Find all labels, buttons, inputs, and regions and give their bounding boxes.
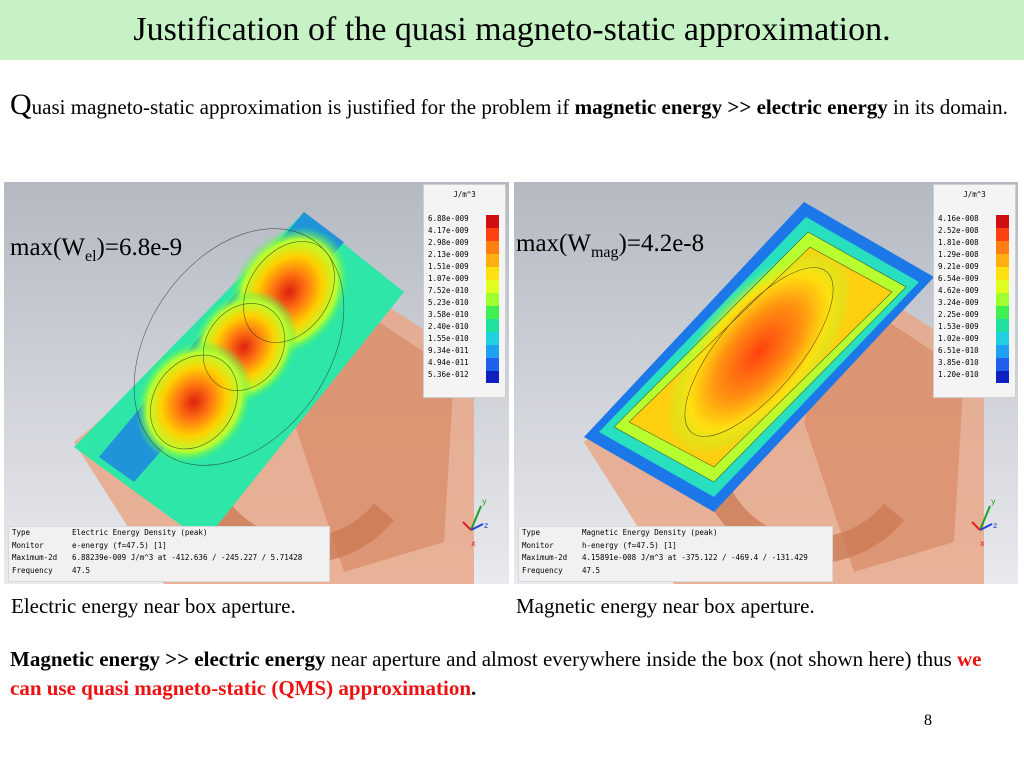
svg-text:y: y: [991, 497, 996, 506]
legend-tick: 2.52e-008: [938, 226, 979, 235]
conclusion-end: .: [471, 676, 477, 700]
conclusion-bold: Magnetic energy >> electric energy: [10, 647, 326, 671]
legend-tick: 4.16e-008: [938, 214, 979, 223]
magnetic-energy-plot: max(Wmag)=4.2e-8 J/m^3 4.16e-008 2.52e-0…: [514, 182, 1018, 584]
legend-tick: 1.51e-009: [428, 262, 469, 271]
svg-text:y: y: [482, 497, 487, 506]
conclusion-text: near aperture and almost everywhere insi…: [325, 647, 957, 671]
max-wmag-label: max(Wmag)=4.2e-8: [516, 230, 705, 261]
intro-bold: magnetic energy >> electric energy: [574, 95, 888, 119]
legend-tick: 4.94e-011: [428, 358, 469, 367]
legend-color-bar: [486, 215, 499, 383]
legend-tick: 7.52e-010: [428, 286, 469, 295]
svg-text:x: x: [471, 539, 476, 548]
legend-ticks: 6.88e-009 4.17e-009 2.98e-009 2.13e-009 …: [428, 213, 469, 381]
electric-color-legend: J/m^3 6.88e-009 4.17e-009 2.98e-009 2.13…: [423, 184, 506, 398]
legend-color-bar: [996, 215, 1009, 383]
intro-paragraph: Quasi magneto-static approximation is ju…: [10, 88, 1015, 124]
legend-tick: 3.24e-009: [938, 298, 979, 307]
svg-text:z: z: [993, 521, 997, 530]
svg-text:x: x: [980, 539, 985, 548]
electric-energy-plot: max(Wel)=6.8e-9 J/m^3 6.88e-009 4.17e-00…: [4, 182, 509, 584]
electric-caption: Electric energy near box aperture.: [11, 594, 296, 618]
legend-tick: 5.23e-010: [428, 298, 469, 307]
legend-tick: 9.21e-009: [938, 262, 979, 271]
magnetic-color-legend: J/m^3 4.16e-008 2.52e-008 1.81e-008 1.29…: [933, 184, 1016, 398]
legend-tick: 4.17e-009: [428, 226, 469, 235]
page-number: 8: [924, 712, 932, 729]
legend-tick: 1.81e-008: [938, 238, 979, 247]
legend-unit: J/m^3: [963, 190, 986, 199]
legend-tick: 2.25e-009: [938, 310, 979, 319]
legend-tick: 1.02e-009: [938, 334, 979, 343]
legend-tick: 3.85e-010: [938, 358, 979, 367]
legend-tick: 2.98e-009: [428, 238, 469, 247]
legend-unit: J/m^3: [453, 190, 476, 199]
legend-tick: 1.55e-010: [428, 334, 469, 343]
axes-triad-icon: y z x: [971, 497, 997, 548]
legend-tick: 4.62e-009: [938, 286, 979, 295]
intro-text-1: uasi magneto-static approximation is jus…: [31, 95, 575, 119]
electric-info-box: Type Electric Energy Density (peak) Monit…: [8, 526, 330, 582]
slide-title: Justification of the quasi magneto-stati…: [133, 11, 891, 48]
magnetic-info-box: Type Magnetic Energy Density (peak) Monit…: [518, 526, 833, 582]
intro-drop-letter: Q: [10, 88, 32, 121]
legend-tick: 1.20e-010: [938, 370, 979, 379]
magnetic-caption: Magnetic energy near box aperture.: [516, 594, 815, 618]
svg-text:z: z: [484, 521, 488, 530]
legend-tick: 5.36e-012: [428, 370, 469, 379]
legend-tick: 2.13e-009: [428, 250, 469, 259]
legend-tick: 1.07e-009: [428, 274, 469, 283]
legend-tick: 6.54e-009: [938, 274, 979, 283]
title-bar: Justification of the quasi magneto-stati…: [0, 0, 1024, 60]
legend-tick: 6.51e-010: [938, 346, 979, 355]
legend-tick: 2.40e-010: [428, 322, 469, 331]
max-we-label: max(Wel)=6.8e-9: [10, 234, 183, 265]
legend-tick: 9.34e-011: [428, 346, 469, 355]
conclusion-paragraph: Magnetic energy >> electric energy near …: [10, 645, 1015, 703]
axes-triad-icon: y z x: [462, 497, 488, 548]
legend-tick: 6.88e-009: [428, 214, 469, 223]
magnetic-field-render: [514, 182, 1018, 584]
conclusion-highlight: we can use quasi magneto-static (QMS) ap…: [10, 647, 982, 700]
legend-ticks: 4.16e-008 2.52e-008 1.81e-008 1.29e-008 …: [938, 213, 979, 381]
legend-tick: 3.58e-010: [428, 310, 469, 319]
legend-tick: 1.53e-009: [938, 322, 979, 331]
intro-text-2: in its domain.: [887, 95, 1008, 119]
legend-tick: 1.29e-008: [938, 250, 979, 259]
